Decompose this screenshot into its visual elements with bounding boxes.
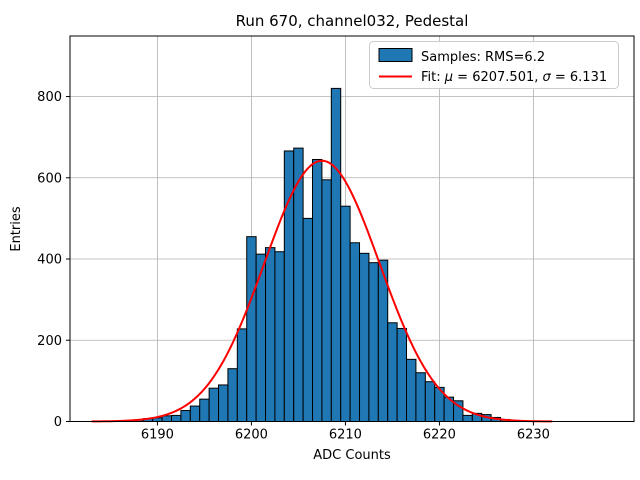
legend-box bbox=[369, 41, 619, 89]
histogram-bar bbox=[349, 242, 361, 422]
histogram-bar bbox=[227, 368, 238, 422]
x-tick-label: 6200 bbox=[235, 428, 268, 443]
histogram-bar bbox=[462, 414, 473, 422]
histogram-bar bbox=[340, 205, 351, 422]
y-axis-label: Entries bbox=[9, 206, 24, 252]
y-tick-label: 200 bbox=[37, 334, 62, 349]
x-tick-label: 6220 bbox=[423, 428, 456, 443]
histogram-bar bbox=[359, 252, 370, 422]
histogram-bar bbox=[330, 87, 342, 422]
histogram-bar bbox=[199, 398, 210, 422]
y-tick-label: 400 bbox=[37, 253, 62, 268]
histogram-bars bbox=[133, 87, 511, 423]
fit-curve bbox=[91, 159, 553, 423]
histogram-bar bbox=[406, 358, 417, 422]
y-tick-label: 0 bbox=[54, 415, 62, 430]
histogram-bar bbox=[302, 217, 314, 422]
x-axis-label: ADC Counts bbox=[313, 448, 391, 463]
axes-frame bbox=[69, 35, 635, 422]
plot-frame bbox=[69, 35, 635, 422]
histogram-bar bbox=[368, 262, 379, 422]
x-tick-label: 6210 bbox=[329, 428, 362, 443]
legend-samples-label: Samples: RMS=6.2 bbox=[421, 50, 545, 65]
fit-curve-line bbox=[91, 159, 553, 423]
x-tick-label: 6190 bbox=[141, 428, 174, 443]
histogram-bar bbox=[387, 322, 398, 422]
histogram-bar bbox=[312, 158, 323, 422]
histogram-bar bbox=[274, 251, 285, 422]
legend-samples-swatch bbox=[378, 48, 413, 62]
histogram-bar bbox=[424, 381, 436, 423]
tick-marks-and-labels: 6190 6200 6210 6220 6230 0 200 400 600 800 bbox=[37, 90, 550, 442]
histogram-bar bbox=[246, 236, 257, 422]
histogram-bar bbox=[180, 410, 191, 422]
x-tick-label: 6230 bbox=[517, 428, 550, 443]
histogram-bar bbox=[236, 328, 248, 422]
y-tick-label: 600 bbox=[37, 171, 62, 186]
histogram-bar bbox=[189, 405, 201, 422]
chart-title: Run 670, channel032, Pedestal bbox=[236, 12, 469, 30]
y-tick-label: 800 bbox=[37, 90, 62, 105]
legend-fit-label: Fit: μ = 6207.501, σ = 6.131 bbox=[421, 70, 607, 85]
histogram-bar bbox=[396, 327, 408, 422]
histogram-bar bbox=[161, 415, 173, 422]
histogram-bar bbox=[171, 414, 182, 422]
histogram-bar bbox=[321, 179, 332, 422]
legend: Samples: RMS=6.2 Fit: μ = 6207.501, σ = … bbox=[369, 41, 619, 89]
histogram-bar bbox=[208, 387, 220, 422]
histogram-bar bbox=[218, 384, 229, 422]
histogram-bar bbox=[265, 247, 276, 422]
histogram-bar bbox=[415, 372, 426, 422]
